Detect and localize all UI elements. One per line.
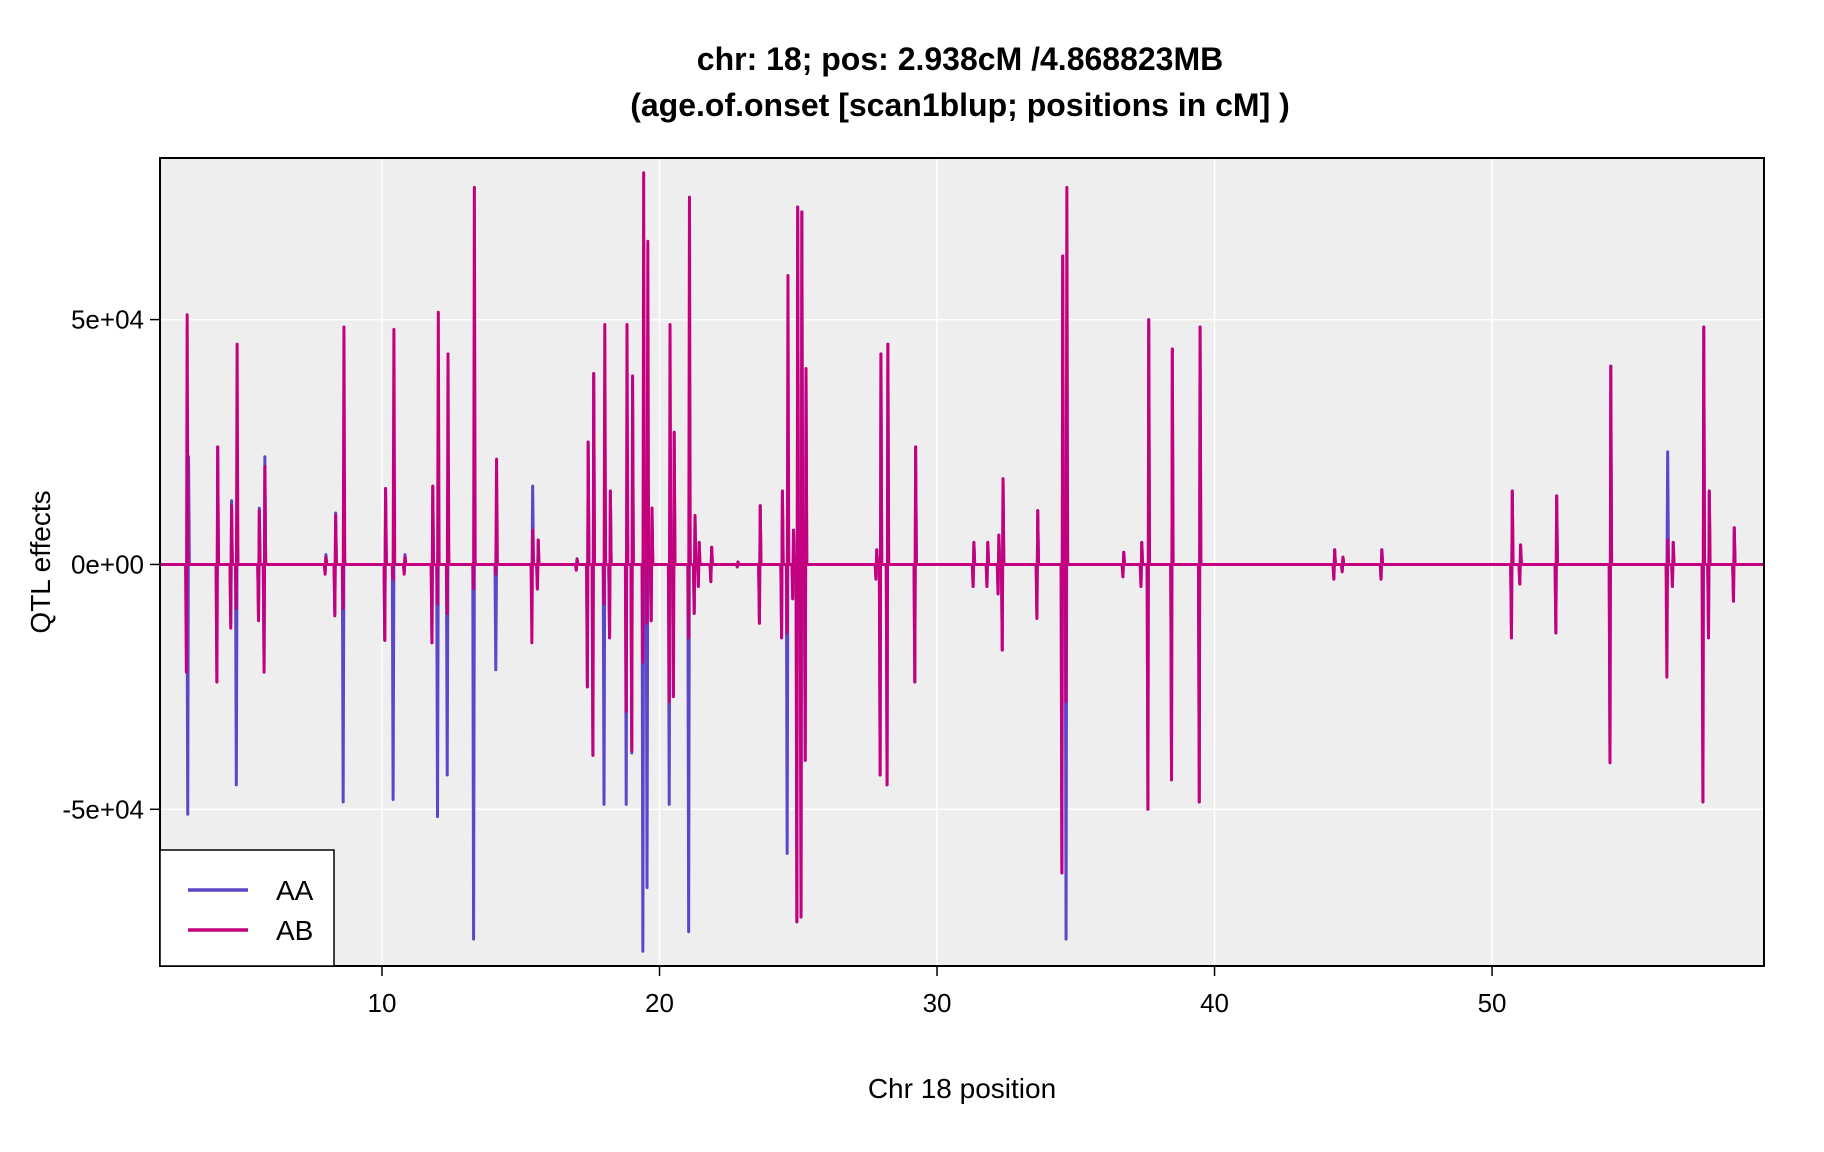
y-axis: -5e+04 0e+00 5e+04 [62, 305, 160, 824]
x-axis-label: Chr 18 position [868, 1073, 1056, 1104]
plot-panel [160, 158, 1764, 966]
x-tick-label: 20 [645, 988, 674, 1018]
x-tick-label: 10 [368, 988, 397, 1018]
legend: AA AB [159, 849, 335, 967]
y-tick-label: -5e+04 [62, 794, 144, 824]
x-tick-label: 30 [923, 988, 952, 1018]
x-tick-label: 40 [1200, 988, 1229, 1018]
x-axis: 10 20 30 40 50 [368, 966, 1507, 1018]
legend-label-ab: AB [276, 915, 313, 946]
plot-frame [159, 157, 1765, 967]
chart-title-line2: (age.of.onset [scan1blup; positions in c… [630, 87, 1290, 123]
y-axis-label: QTL effects [25, 490, 56, 633]
y-tick-label: 5e+04 [71, 305, 144, 335]
x-tick-label: 50 [1478, 988, 1507, 1018]
legend-label-aa: AA [276, 875, 314, 906]
chart-title-line1: chr: 18; pos: 2.938cM /4.868823MB [697, 41, 1223, 77]
y-tick-label: 0e+00 [71, 549, 144, 579]
legend-box [159, 849, 335, 967]
